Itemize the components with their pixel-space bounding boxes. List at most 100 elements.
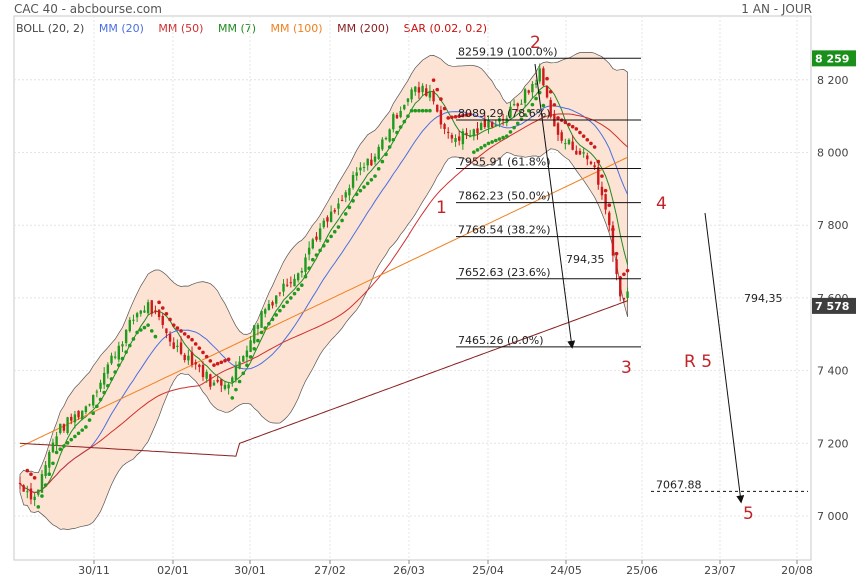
sar-dot (592, 145, 597, 149)
candle-body (428, 90, 432, 98)
x-tick-label: 20/08 (781, 564, 813, 577)
candle-body (187, 355, 190, 361)
candle-body (340, 199, 344, 201)
x-tick-label: 24/05 (550, 564, 582, 577)
candle-body (534, 83, 538, 85)
y-tick-label: 8 200 (817, 74, 849, 87)
candle-body (278, 292, 282, 294)
sar-dot (171, 323, 176, 327)
candle-body (626, 291, 629, 299)
sar-dot (402, 119, 407, 124)
sar-dot (318, 248, 322, 253)
candle-body (300, 270, 304, 273)
candle-body (311, 239, 314, 249)
candle-body (81, 410, 84, 420)
high-badge: 8 259 (815, 52, 849, 65)
sar-dot (589, 141, 593, 146)
sar-dot (512, 125, 516, 130)
candle-body (249, 340, 252, 353)
sar-dot (347, 205, 352, 210)
sar-dot (391, 137, 396, 142)
sar-dot (365, 181, 370, 186)
sar-dot (149, 329, 154, 333)
fib-label: 8089.29 (78.6%) (458, 107, 551, 120)
candle-body (26, 491, 29, 493)
candle-body (59, 423, 62, 433)
candle-body (231, 377, 234, 383)
candle-body (275, 295, 278, 304)
sar-dot (248, 355, 253, 359)
candle-body (51, 442, 55, 453)
sar-dot (204, 354, 209, 359)
fib-label: 7768.54 (38.2%) (458, 224, 551, 237)
sar-dot (84, 425, 88, 429)
move-2-label: 794,35 (744, 292, 783, 305)
sar-dot (596, 159, 601, 164)
candle-body (523, 89, 527, 103)
candle-body (307, 247, 311, 255)
sar-dot (439, 97, 443, 101)
candle-body (253, 325, 256, 343)
candle-body (198, 364, 201, 368)
candle-body (157, 309, 161, 318)
candle-body (479, 123, 483, 131)
candle-body (37, 489, 40, 495)
sar-dot (442, 106, 447, 111)
legend-sar: SAR (0.02, 0.2) (403, 22, 488, 35)
candle-body (260, 310, 263, 328)
candle-body (392, 114, 395, 130)
candle-body (571, 141, 574, 150)
sar-dot (175, 326, 180, 330)
sar-dot (146, 323, 150, 327)
sar-dot (351, 199, 355, 203)
sar-dot (113, 370, 117, 374)
sar-dot (182, 332, 187, 336)
candle-body (366, 158, 369, 166)
sar-dot (267, 321, 271, 326)
candle-body (95, 391, 99, 393)
sar-dot (65, 441, 70, 445)
candle-body (264, 309, 267, 314)
move-1-label: 794,35 (566, 253, 605, 266)
candle-body (282, 283, 285, 292)
candle-body (505, 118, 508, 123)
sar-dot (446, 116, 451, 120)
sar-dot (545, 76, 549, 81)
sar-dot (237, 379, 242, 384)
sar-dot (431, 78, 436, 82)
candle-body (414, 86, 417, 92)
candle-body (483, 119, 487, 128)
candle-body (542, 68, 545, 86)
sar-dot (534, 96, 538, 101)
sar-dot (32, 476, 37, 480)
candle-body (70, 416, 73, 421)
sar-dot (307, 266, 311, 271)
candle-body (267, 303, 271, 310)
candle-body (370, 159, 373, 166)
sar-dot (212, 363, 216, 367)
sar-dot (43, 483, 48, 487)
candle-body (146, 302, 150, 314)
candle-body (135, 313, 139, 318)
candle-body (450, 135, 454, 139)
sar-dot (622, 272, 626, 277)
sar-dot (380, 159, 385, 164)
sar-dot (197, 346, 202, 350)
candle-body (326, 217, 329, 222)
candle-body (209, 374, 212, 387)
sar-dot (541, 103, 546, 108)
sar-dot (625, 268, 630, 273)
ma100-line (19, 156, 628, 448)
sar-dot (234, 387, 238, 392)
sar-dot (95, 404, 99, 409)
sar-dot (164, 311, 169, 316)
candle-body (545, 86, 549, 98)
candle-body (377, 146, 380, 160)
y-tick-label: 8 000 (817, 147, 849, 160)
candle-body (421, 85, 424, 93)
candle-body (289, 282, 293, 284)
sar-dot (567, 122, 571, 127)
sar-dot (354, 192, 359, 197)
sar-dot (494, 138, 498, 143)
candle-body (362, 167, 366, 169)
